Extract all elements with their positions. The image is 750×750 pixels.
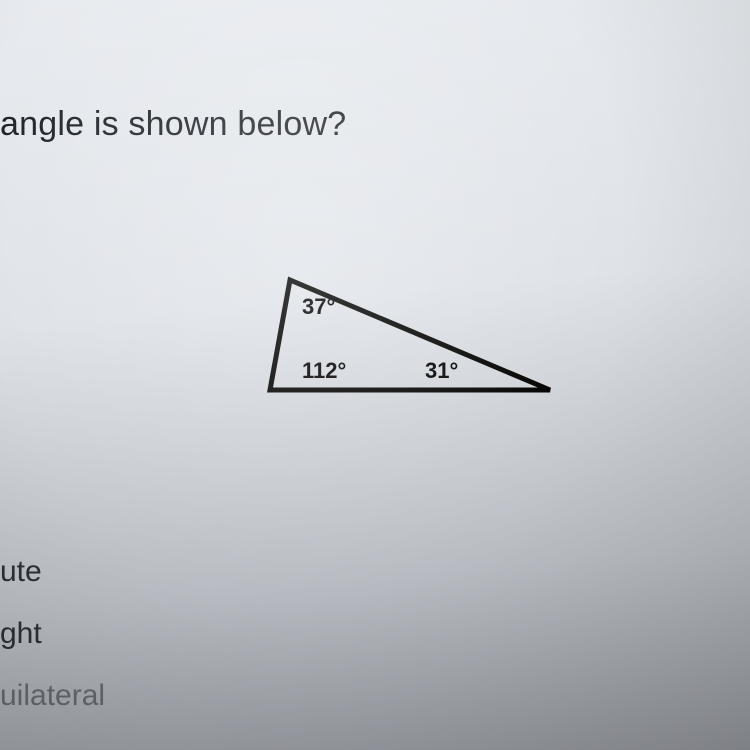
answer-options: ute ght uilateral <box>0 555 105 741</box>
triangle-figure: 37° 112° 31° <box>230 270 570 420</box>
question-text: angle is shown below? <box>0 105 346 144</box>
option-right[interactable]: ght <box>0 617 105 651</box>
option-acute[interactable]: ute <box>0 555 105 589</box>
angle-label-right: 31° <box>425 358 458 383</box>
option-equilateral[interactable]: uilateral <box>0 679 105 713</box>
triangle-svg: 37° 112° 31° <box>230 270 570 420</box>
angle-label-top: 37° <box>302 294 335 319</box>
angle-label-left: 112° <box>302 358 346 383</box>
